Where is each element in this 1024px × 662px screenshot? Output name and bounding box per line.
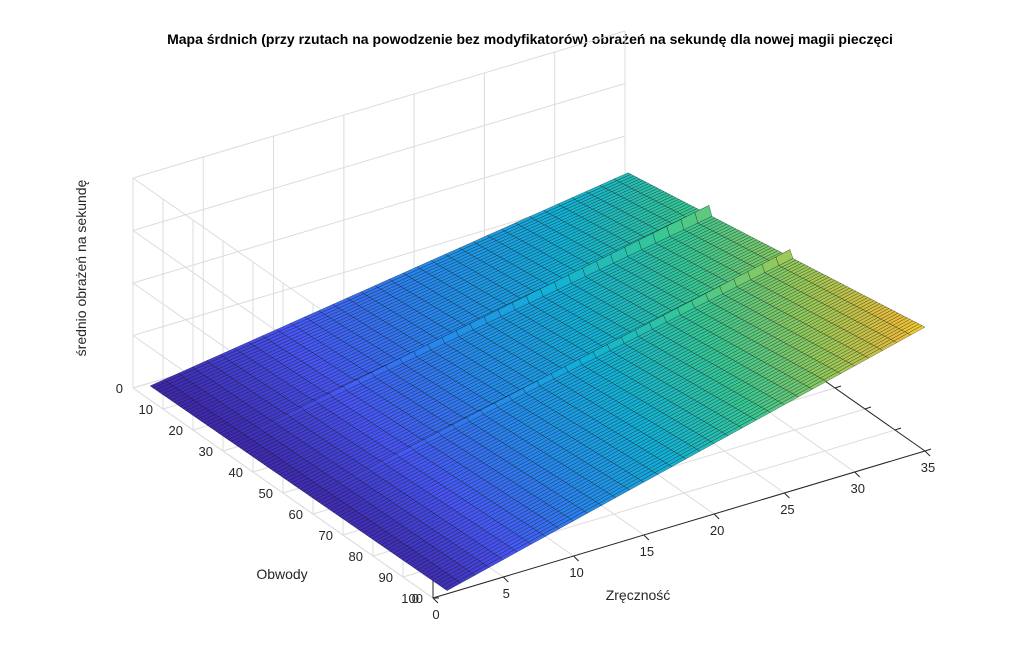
x-axis-label: Zręczność (606, 587, 671, 603)
chart-title: Mapa śrdnich (przy rzutach na powodzenie… (167, 31, 893, 47)
z-tick-label: 0 (412, 591, 419, 606)
y-tick-label: 60 (289, 507, 303, 522)
y-tick-label: 80 (349, 549, 363, 564)
x-tick-mark (502, 576, 509, 583)
x-tick-mark (643, 534, 650, 541)
z-axis-label: średnio obrażeń na sekundę (73, 179, 89, 356)
y-tick-label: 20 (169, 423, 183, 438)
x-tick-label: 35 (921, 460, 935, 475)
side-wall-gridline-z (132, 387, 434, 599)
y-tick-label: 70 (319, 528, 333, 543)
x-tick-label: 20 (710, 523, 724, 538)
x-tick-label: 25 (780, 502, 794, 517)
y-tick-label: 50 (259, 486, 273, 501)
y-tick-label: 100 (401, 591, 423, 606)
x-tick-mark (713, 513, 720, 520)
y-tick-label: 10 (139, 402, 153, 417)
x-tick-mark (784, 492, 790, 499)
x-tick-label: 0 (432, 607, 439, 622)
x-tick-label: 10 (569, 565, 583, 580)
y-tick-label: 0 (116, 381, 123, 396)
x-axis-line (432, 450, 926, 599)
x-tick-mark (432, 597, 439, 604)
y-tick-label: 30 (199, 444, 213, 459)
x-tick-label: 30 (850, 481, 864, 496)
back-wall-gridline-z (132, 83, 626, 231)
x-tick-label: 5 (503, 586, 510, 601)
y-tick-label: 90 (379, 570, 393, 585)
x-tick-mark (924, 450, 931, 457)
back-wall-gridline-z (132, 30, 626, 179)
y-axis-label: Obwody (256, 566, 307, 582)
y-tick-mark (834, 385, 842, 389)
y-tick-mark (864, 406, 872, 410)
x-tick-label: 15 (640, 544, 654, 559)
x-tick-mark (573, 555, 579, 562)
back-wall-gridline-z (132, 135, 626, 284)
y-tick-mark (894, 427, 902, 431)
surface (149, 172, 926, 591)
x-tick-mark (854, 471, 861, 478)
y-tick-mark (924, 448, 932, 452)
y-tick-label: 40 (229, 465, 243, 480)
